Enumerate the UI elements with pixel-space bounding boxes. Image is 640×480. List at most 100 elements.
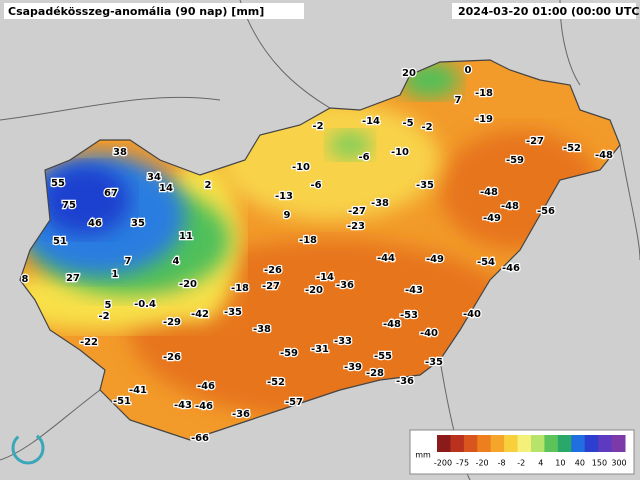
legend-label: -8 <box>498 459 506 468</box>
legend-label: 150 <box>592 459 607 468</box>
station-value: -43 <box>405 285 423 296</box>
station-value: -26 <box>163 352 181 363</box>
station-value: -53 <box>400 310 418 321</box>
station-value: -42 <box>191 309 209 320</box>
station-value: -35 <box>224 307 242 318</box>
station-value: 34 <box>147 172 161 183</box>
legend-swatch <box>463 435 478 452</box>
station-value: -44 <box>377 253 395 264</box>
legend-label: -75 <box>456 459 469 468</box>
station-value: -35 <box>416 180 434 191</box>
station-value: 55 <box>51 178 65 189</box>
legend-swatch <box>584 435 599 452</box>
station-value: -2 <box>421 122 432 133</box>
station-value: -33 <box>334 336 352 347</box>
station-value: 8 <box>22 274 29 285</box>
station-value: -2 <box>98 311 109 322</box>
station-value: -22 <box>80 337 98 348</box>
station-value: -51 <box>113 396 131 407</box>
station-value: -36 <box>232 409 250 420</box>
station-value: 46 <box>88 218 102 229</box>
station-value: -57 <box>285 397 303 408</box>
station-value: -18 <box>475 88 493 99</box>
station-value: -38 <box>253 324 271 335</box>
station-value: -19 <box>475 114 493 125</box>
station-value: -59 <box>506 155 524 166</box>
legend-swatch <box>571 435 586 452</box>
legend-swatch <box>437 435 451 452</box>
station-value: -46 <box>195 401 213 412</box>
title-box <box>4 3 304 19</box>
station-value: -18 <box>299 235 317 246</box>
legend-label: -2 <box>517 459 525 468</box>
station-value: -35 <box>425 357 443 368</box>
station-value: -20 <box>305 285 323 296</box>
station-value: -40 <box>420 328 438 339</box>
station-value: -38 <box>371 198 389 209</box>
station-value: 38 <box>113 147 127 158</box>
station-value: -46 <box>197 381 215 392</box>
station-value: -43 <box>174 400 192 411</box>
legend-label: -200 <box>434 459 452 468</box>
station-value: 67 <box>104 188 118 199</box>
station-value: -14 <box>316 272 334 283</box>
legend-label: 40 <box>575 459 585 468</box>
station-value: -46 <box>502 263 520 274</box>
stations: 20 07-18-19-2 -14 -5 -2-6 -10-27-52-48-593834… <box>20 64 614 446</box>
station-value: -52 <box>267 377 285 388</box>
station-value: -55 <box>374 351 392 362</box>
station-value: -14 <box>362 116 380 127</box>
station-value: -59 <box>280 348 298 359</box>
legend-label: 300 <box>611 459 626 468</box>
station-value: -36 <box>396 376 414 387</box>
legend-label: 10 <box>555 459 565 468</box>
station-value: -66 <box>191 433 209 444</box>
station-value: -31 <box>311 344 329 355</box>
station-value: 20 <box>402 68 416 79</box>
legend-swatch <box>544 435 559 452</box>
station-value: 51 <box>53 236 67 247</box>
station-value: -20 <box>179 279 197 290</box>
station-value: -23 <box>347 221 365 232</box>
station-value: 7 <box>125 256 132 267</box>
station-value: -48 <box>383 319 401 330</box>
timestamp: 2024-03-20 01:00 (00:00 UTC) <box>458 5 640 18</box>
legend-swatch <box>531 435 545 452</box>
station-value: -5 <box>402 118 413 129</box>
station-value: -2 <box>312 121 323 132</box>
station-value: -41 <box>129 385 147 396</box>
station-value: -29 <box>163 317 181 328</box>
legend-swatch <box>450 435 465 452</box>
station-value: -6 <box>310 180 321 191</box>
logo <box>11 431 45 465</box>
legend-swatch <box>477 435 492 452</box>
station-value: -18 <box>231 283 249 294</box>
station-value: 35 <box>131 218 145 229</box>
station-value: 1 <box>112 269 119 280</box>
station-value: -39 <box>344 362 362 373</box>
station-value: -10 <box>292 162 310 173</box>
station-value: -27 <box>348 206 366 217</box>
station-value: -10 <box>391 147 409 158</box>
legend-swatch <box>517 435 532 452</box>
station-value: 75 <box>62 200 76 211</box>
station-value: 7 <box>455 95 462 106</box>
station-value: -40 <box>463 309 481 320</box>
legend-label: 4 <box>538 459 543 468</box>
station-value: -52 <box>563 143 581 154</box>
station-value: -13 <box>275 191 293 202</box>
station-value: -27 <box>262 281 280 292</box>
station-value: -36 <box>336 280 354 291</box>
station-value: -27 <box>526 136 544 147</box>
station-value: -28 <box>366 368 384 379</box>
station-value: -0.4 <box>134 299 156 310</box>
station-value: 0 <box>465 65 472 76</box>
station-value: -48 <box>501 201 519 212</box>
station-value: -26 <box>264 265 282 276</box>
station-value: 11 <box>179 231 193 242</box>
station-value: 14 <box>159 183 173 194</box>
legend: mm-200 -75 -20 -8 -2 4 10 40 150 300 <box>415 435 627 468</box>
station-value: -54 <box>477 257 495 268</box>
station-value: 9 <box>284 210 291 221</box>
